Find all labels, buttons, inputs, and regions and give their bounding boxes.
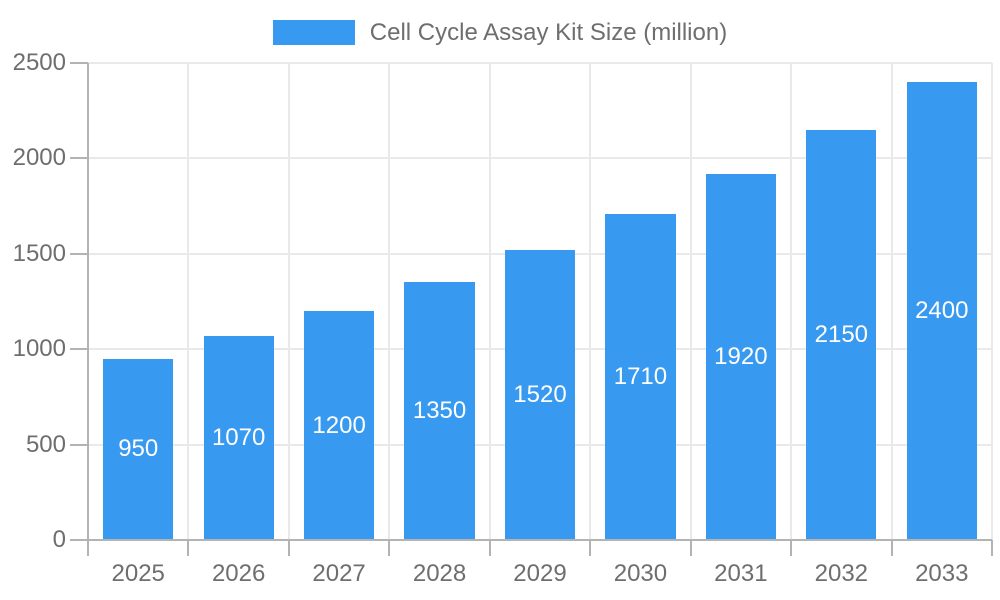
bar-value-label: 1200 <box>312 411 366 439</box>
x-axis-tick <box>689 540 692 556</box>
y-axis-tick-label: 500 <box>25 430 66 458</box>
y-axis-tick-label: 0 <box>52 526 66 553</box>
x-axis-tick <box>388 540 391 556</box>
y-axis-tick-label: 1000 <box>12 335 66 363</box>
bar-2025[interactable] <box>103 358 174 540</box>
legend-swatch <box>272 20 355 45</box>
y-axis-tick-label: 2000 <box>12 144 66 172</box>
gridline-vertical <box>589 63 592 540</box>
legend-label: Cell Cycle Assay Kit Size (million) <box>369 19 728 46</box>
gridline-vertical <box>790 63 793 540</box>
bar-value-label: 1350 <box>412 397 467 425</box>
gridline-horizontal <box>88 157 992 160</box>
x-axis-tick-label: 2029 <box>513 560 567 587</box>
x-axis-tick-label: 2032 <box>814 560 869 587</box>
y-axis-tick <box>70 348 88 351</box>
gridline-vertical <box>689 63 692 540</box>
x-axis-line <box>87 539 992 541</box>
bar-value-label: 1070 <box>211 423 266 451</box>
x-axis-tick-label: 2026 <box>211 560 266 587</box>
bar-value-label: 950 <box>118 435 159 463</box>
x-axis-tick <box>87 540 89 556</box>
bar-2033[interactable] <box>906 82 977 540</box>
x-axis-tick-label: 2025 <box>111 560 165 587</box>
gridline-vertical <box>187 63 190 540</box>
x-axis-tick-label: 2033 <box>915 560 969 587</box>
y-axis-tick-label: 1500 <box>12 239 66 267</box>
gridline-horizontal <box>88 62 992 64</box>
x-axis-tick <box>991 540 993 556</box>
y-axis-tick-label: 2500 <box>12 49 66 76</box>
x-axis-tick <box>589 540 592 556</box>
bar-value-label: 1920 <box>714 342 768 370</box>
gridline-vertical <box>890 63 893 540</box>
bar-2026[interactable] <box>203 335 274 540</box>
x-axis-tick <box>488 540 491 556</box>
x-axis-tick-label: 2027 <box>312 560 366 587</box>
bar-2032[interactable] <box>806 129 877 540</box>
gridline-vertical <box>287 63 290 540</box>
y-axis-tick <box>70 157 88 160</box>
y-axis-tick <box>70 62 88 64</box>
bar-2028[interactable] <box>404 282 475 540</box>
y-axis-tick <box>70 443 88 446</box>
x-axis-tick-label: 2031 <box>714 560 768 587</box>
bar-value-label: 2400 <box>915 297 969 325</box>
bar-value-label: 2150 <box>814 320 869 348</box>
y-axis-tick <box>70 539 88 541</box>
bar-2029[interactable] <box>504 249 576 540</box>
gridline-vertical <box>991 63 993 540</box>
x-axis-tick <box>187 540 190 556</box>
bar-2030[interactable] <box>605 213 676 540</box>
x-axis-tick-label: 2028 <box>412 560 467 587</box>
bar-2031[interactable] <box>705 173 777 540</box>
gridline-vertical <box>488 63 491 540</box>
y-axis-tick <box>70 252 88 255</box>
x-axis-tick-label: 2030 <box>613 560 668 587</box>
x-axis-tick <box>790 540 793 556</box>
bar-value-label: 1710 <box>613 362 668 390</box>
x-axis-tick <box>890 540 893 556</box>
legend[interactable]: Cell Cycle Assay Kit Size (million) <box>0 18 1000 47</box>
x-axis-tick <box>287 540 290 556</box>
bar-value-label: 1520 <box>513 380 567 408</box>
gridline-vertical <box>388 63 391 540</box>
y-axis-line <box>87 63 89 540</box>
bar-2027[interactable] <box>303 311 375 540</box>
